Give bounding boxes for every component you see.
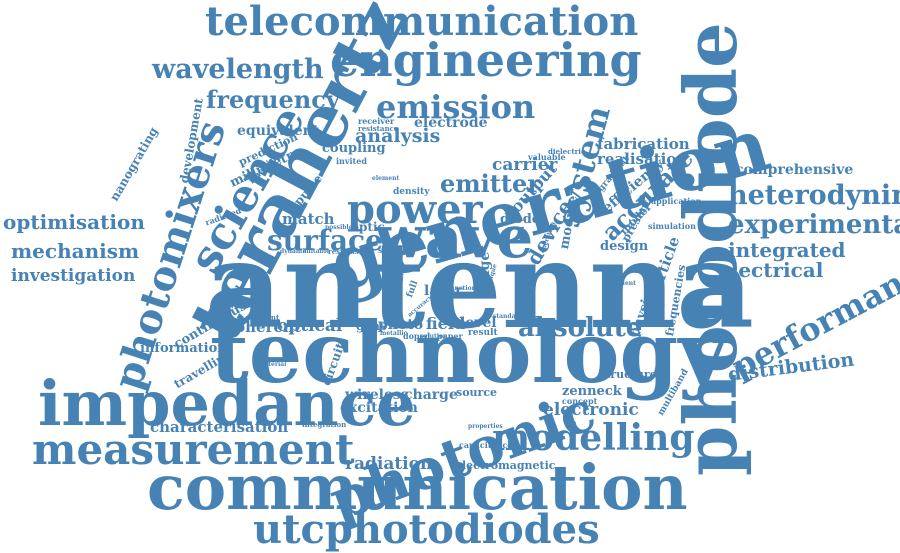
word-electrode: electrode (414, 115, 488, 131)
word-coupling: coupling (322, 141, 386, 156)
word-dynamic: dynamic (280, 248, 309, 255)
word-junction: junction (448, 285, 476, 292)
word-capacitance: capacitance (459, 440, 513, 450)
word-integrated: integrated (728, 238, 846, 262)
word-coherent: coherent (226, 318, 301, 336)
word-experimental: experimental (728, 210, 900, 240)
word-current: current (394, 272, 406, 303)
word-heterodyning: heterodyning (728, 180, 900, 211)
word-optic: optic (351, 220, 385, 234)
word-technology: technology (210, 303, 728, 402)
word-gaas: gaas (356, 319, 387, 333)
word-diode: diode (500, 212, 541, 227)
word-charge: charge (404, 387, 458, 403)
word-antenna: antenna (205, 215, 755, 356)
word-emitter: emitter (440, 169, 540, 198)
word-nanograting: nanograting (107, 124, 161, 204)
word-resistance: resistance (358, 124, 399, 133)
word-emission: emission (376, 88, 536, 126)
word-electrical: electrical (718, 258, 824, 282)
word-optical: optical (277, 316, 343, 336)
word-modelling: modelling (492, 417, 695, 459)
word-solution: solution (420, 333, 448, 340)
word-application: application (651, 196, 702, 206)
word-utcphotodiodes: utcphotodiodes (253, 506, 600, 553)
word-signal: signal (378, 245, 406, 255)
word-excitation: excitation (340, 400, 418, 416)
word-integration: integration (302, 420, 347, 429)
word-element: element (372, 175, 400, 182)
word-wave: wave (375, 203, 534, 271)
word-zenneck: zenneck (562, 384, 622, 399)
word-different: different (245, 313, 280, 322)
word-paper: paper (437, 331, 463, 341)
word-telecommunication: telecommunication (205, 0, 639, 45)
word-power: power (347, 186, 483, 233)
word-surface: surface (267, 224, 383, 257)
word-suitable: suitable (303, 248, 330, 255)
word-photo: photo (378, 317, 424, 333)
word-standard: standard (493, 313, 523, 320)
word-dielectric: dielectric (548, 147, 586, 156)
word-mechanism: mechanism (11, 239, 140, 263)
word-possible: possible (325, 224, 353, 231)
word-metallic: metallic (380, 330, 408, 337)
word-laser: laser (424, 283, 463, 299)
word-electronic: electronic (543, 400, 639, 420)
word-comprehensive: comprehensive (735, 162, 854, 178)
word-analysis: analysis (355, 125, 441, 147)
word-impedance: impedance (38, 367, 416, 440)
word-density: density (393, 187, 430, 197)
word-field: field (426, 314, 466, 333)
word-invited: invited (336, 156, 367, 166)
word-frequency: frequency (206, 85, 340, 114)
word-design: design (600, 239, 649, 254)
word-fabrication: fabrication (597, 135, 690, 153)
word-result: result (468, 328, 498, 338)
word-information: information (140, 341, 227, 356)
word-efficient: efficient (608, 280, 636, 287)
word-properties: properties (468, 423, 503, 430)
word-absolute: absolute (518, 313, 643, 343)
word-radiation: radiation (345, 454, 433, 474)
word-response: response (328, 247, 364, 256)
word-structure: structure (599, 368, 657, 381)
word-realisation: realisation (597, 150, 688, 168)
word-engineering: engineering (330, 33, 642, 87)
word-valuable: valuable (528, 152, 566, 162)
word-receiver: receiver (358, 116, 395, 126)
word-material: material (258, 361, 287, 368)
word-wavelength: wavelength (152, 54, 324, 85)
word-match: match (282, 210, 335, 228)
word-concept: concept (562, 396, 598, 406)
word-communication: communication (147, 451, 688, 524)
word-carrier: carrier (492, 155, 558, 175)
word-source: source (456, 386, 498, 399)
word-measurement: measurement (32, 425, 355, 474)
word-optimisation: optimisation (3, 210, 145, 234)
word-doped: doped (403, 331, 431, 341)
word-level: level (460, 315, 497, 331)
word-simulation: simulation (648, 221, 696, 231)
word-electromagnetic: electromagnetic (455, 459, 556, 472)
word-investigation: investigation (11, 266, 136, 286)
word-characterisation: characterisation (150, 418, 289, 436)
word-wireless: wireless (345, 387, 409, 403)
word-equivalent: equivalent (237, 123, 320, 139)
